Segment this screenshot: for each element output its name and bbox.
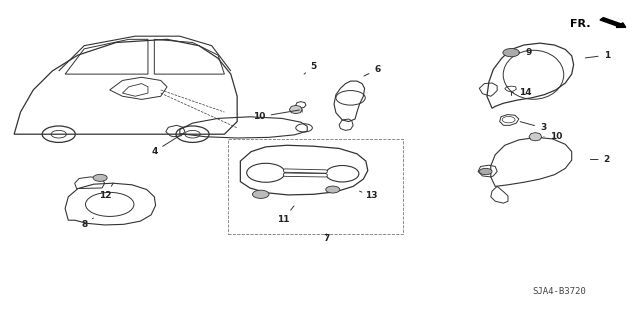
Text: 7: 7 xyxy=(323,234,330,243)
Text: 11: 11 xyxy=(276,206,294,224)
Polygon shape xyxy=(289,105,302,114)
FancyArrow shape xyxy=(600,18,626,27)
Text: 4: 4 xyxy=(151,135,180,156)
Text: 3: 3 xyxy=(520,122,546,132)
Polygon shape xyxy=(529,133,541,141)
Text: 13: 13 xyxy=(360,191,377,200)
Text: 6: 6 xyxy=(364,65,380,76)
Circle shape xyxy=(252,190,269,198)
Text: 12: 12 xyxy=(99,183,113,200)
Circle shape xyxy=(326,186,340,193)
Text: SJA4-B3720: SJA4-B3720 xyxy=(532,287,586,296)
Circle shape xyxy=(479,168,492,175)
Text: 8: 8 xyxy=(81,218,93,229)
Text: 2: 2 xyxy=(591,155,610,164)
Text: 10: 10 xyxy=(544,132,562,141)
Text: 14: 14 xyxy=(511,88,531,97)
Circle shape xyxy=(93,174,107,181)
Text: FR.: FR. xyxy=(570,19,590,29)
Circle shape xyxy=(503,48,520,57)
Text: 9: 9 xyxy=(519,48,532,57)
Text: 10: 10 xyxy=(253,110,300,121)
Text: 5: 5 xyxy=(304,62,317,74)
Text: 1: 1 xyxy=(586,51,610,60)
